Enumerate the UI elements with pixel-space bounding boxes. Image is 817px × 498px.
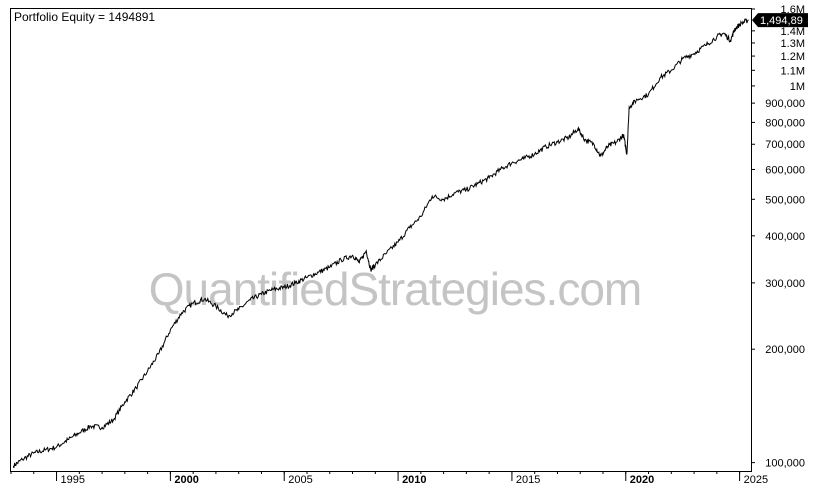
y-tick-label: 100,000	[765, 458, 805, 470]
x-tick-label: 2000	[174, 474, 198, 486]
y-tick-label: 500,000	[765, 194, 805, 206]
x-tick-label: 2010	[402, 474, 426, 486]
x-tick-label: 2020	[630, 474, 654, 486]
y-tick-label: 600,000	[765, 164, 805, 176]
last-value-badge-bg	[752, 13, 808, 28]
y-tick-label: 1.6M	[781, 4, 805, 16]
last-value-badge: 1,494,89	[752, 13, 808, 28]
y-tick-label: 1M	[790, 81, 805, 93]
x-tick-label: 2015	[516, 474, 540, 486]
y-tick-label: 1.3M	[781, 38, 805, 50]
y-tick-label: 300,000	[765, 278, 805, 290]
series-line-equity	[12, 18, 749, 469]
watermark-text: QuantifiedStrategies.com	[149, 263, 642, 315]
y-tick-label: 800,000	[765, 117, 805, 129]
y-axis: 100,000 200,000 300,000 400,000 500,000 600,0…	[751, 4, 805, 470]
y-tick-label: 700,000	[765, 139, 805, 151]
x-tick-label: 2005	[288, 474, 312, 486]
last-value-label: 1,494,89	[760, 15, 803, 27]
y-tick-label: 200,000	[765, 344, 805, 356]
y-tick-label: 1.1M	[781, 65, 805, 77]
chart-title: Portfolio Equity = 1494891	[14, 10, 155, 24]
y-tick-label: 900,000	[765, 98, 805, 110]
y-tick-label: 1.4M	[781, 26, 805, 38]
x-tick-label: 1995	[61, 474, 85, 486]
plot-frame	[10, 8, 752, 472]
y-tick-label: 400,000	[765, 231, 805, 243]
x-axis: 1995 2000 2005 2010 2015 2020 2025	[10, 471, 768, 486]
y-tick-label: 1.2M	[781, 51, 805, 63]
x-tick-label: 2025	[744, 474, 768, 486]
